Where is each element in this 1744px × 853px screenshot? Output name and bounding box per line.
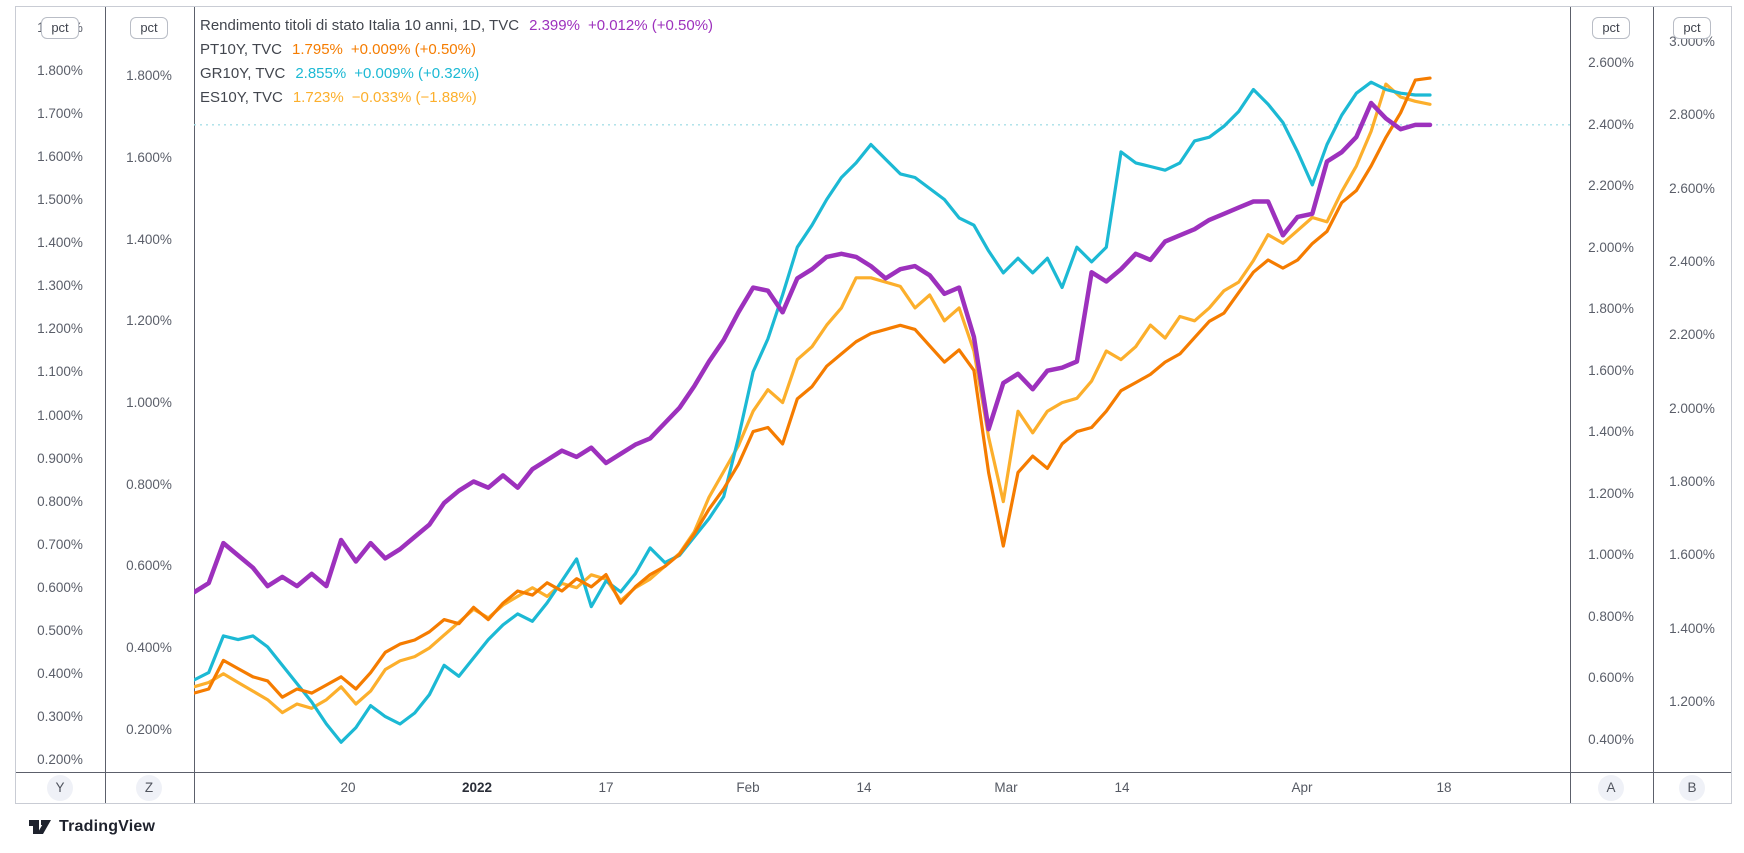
axis-separator <box>1653 7 1654 803</box>
price-tick-a: 0.600% <box>1588 670 1634 686</box>
legend-row-es10y[interactable]: ES10Y, TVC 1.723% −0.033% (−1.88%) <box>200 86 713 110</box>
price-tick-y: 1.000% <box>37 407 83 423</box>
price-tick-a: 2.200% <box>1588 178 1634 194</box>
legend-row-pt10y[interactable]: PT10Y, TVC 1.795% +0.009% (+0.50%) <box>200 38 713 62</box>
scale-button-z[interactable]: Z <box>136 775 162 801</box>
time-tick-mar: Mar <box>994 780 1018 795</box>
unit-badge-b[interactable]: pct <box>1673 17 1711 39</box>
unit-badge-a[interactable]: pct <box>1592 17 1630 39</box>
price-tick-y: 1.300% <box>37 278 83 294</box>
price-tick-b: 2.000% <box>1669 400 1715 416</box>
scale-button-a[interactable]: A <box>1598 775 1624 801</box>
legend-change-es10y: −0.033% (−1.88%) <box>351 89 477 106</box>
price-tick-a: 2.600% <box>1588 55 1634 70</box>
legend-value-es10y: 1.723% <box>292 89 344 106</box>
axis-separator <box>105 7 106 803</box>
price-tick-y: 1.500% <box>37 192 83 208</box>
price-tick-b: 1.400% <box>1669 620 1715 636</box>
price-tick-b: 1.200% <box>1669 693 1715 709</box>
price-tick-a: 1.200% <box>1588 485 1634 501</box>
time-tick-apr: Apr <box>1291 780 1313 795</box>
series-line-gr10y[interactable] <box>194 80 1432 744</box>
price-tick-a: 0.800% <box>1588 608 1634 624</box>
unit-badge-y[interactable]: pct <box>41 17 79 39</box>
tradingview-logo-icon <box>29 820 51 834</box>
price-chart-canvas[interactable] <box>194 7 1570 772</box>
price-tick-y: 1.100% <box>37 364 83 380</box>
price-tick-b: 1.800% <box>1669 473 1715 489</box>
price-tick-y: 0.800% <box>37 493 83 509</box>
legend-value-it10y: 2.399% <box>529 17 580 34</box>
price-tick-y: 1.800% <box>37 63 83 79</box>
price-tick-z: 0.600% <box>126 558 172 574</box>
price-tick-a: 2.000% <box>1588 239 1634 255</box>
price-tick-a: 1.000% <box>1588 547 1634 563</box>
price-tick-y: 0.400% <box>37 665 83 681</box>
price-tick-z: 1.000% <box>126 394 172 410</box>
series-line-pt10y[interactable] <box>194 76 1432 699</box>
time-tick-feb: Feb <box>736 780 760 795</box>
tradingview-logo[interactable]: TradingView <box>28 816 155 838</box>
price-tick-y: 0.700% <box>37 536 83 552</box>
price-tick-b: 2.600% <box>1669 180 1715 196</box>
price-tick-z: 1.800% <box>126 68 172 84</box>
price-tick-y: 0.300% <box>37 708 83 724</box>
price-tick-b: 2.800% <box>1669 107 1715 123</box>
price-tick-y: 1.600% <box>37 149 83 165</box>
time-tick-14: 14 <box>1114 780 1130 795</box>
chart-container: Rendimento titoli di stato Italia 10 ann… <box>15 6 1732 804</box>
price-tick-z: 1.400% <box>126 231 172 247</box>
price-tick-a: 2.400% <box>1588 116 1634 132</box>
tradingview-logo-text: TradingView <box>59 818 156 835</box>
time-tick-14: 14 <box>856 780 872 795</box>
legend-value-gr10y: 2.855% <box>295 65 347 82</box>
legend: Rendimento titoli di stato Italia 10 ann… <box>200 14 713 110</box>
legend-row-main[interactable]: Rendimento titoli di stato Italia 10 ann… <box>200 14 713 38</box>
legend-symbol-es10y: ES10Y, TVC <box>200 89 283 106</box>
axis-separator <box>194 7 195 803</box>
price-tick-b: 1.600% <box>1669 547 1715 563</box>
price-tick-z: 0.800% <box>126 476 172 492</box>
price-tick-y: 1.400% <box>37 235 83 251</box>
price-tick-y: 0.900% <box>37 450 83 466</box>
price-tick-y: 0.500% <box>37 622 83 638</box>
price-tick-z: 0.200% <box>126 721 172 737</box>
axis-separator <box>1570 7 1571 803</box>
price-tick-z: 0.400% <box>126 640 172 656</box>
series-line-es10y[interactable] <box>194 82 1432 715</box>
price-tick-y: 0.200% <box>37 751 83 767</box>
price-tick-a: 1.800% <box>1588 301 1634 317</box>
price-tick-y: 1.700% <box>37 106 83 122</box>
price-tick-b: 2.200% <box>1669 327 1715 343</box>
price-tick-y: 0.600% <box>37 579 83 595</box>
scale-button-y[interactable]: Y <box>47 775 73 801</box>
time-tick-20: 20 <box>340 780 356 795</box>
legend-row-gr10y[interactable]: GR10Y, TVC 2.855% +0.009% (+0.32%) <box>200 62 713 86</box>
price-tick-z: 1.600% <box>126 149 172 165</box>
legend-change-it10y: +0.012% (+0.50%) <box>587 17 714 34</box>
price-tick-a: 0.400% <box>1588 731 1634 747</box>
price-tick-b: 2.400% <box>1669 253 1715 269</box>
legend-symbol-gr10y: GR10Y, TVC <box>200 65 286 82</box>
legend-change-pt10y: +0.009% (+0.50%) <box>350 41 476 58</box>
scale-button-b[interactable]: B <box>1679 775 1705 801</box>
unit-badge-z[interactable]: pct <box>130 17 168 39</box>
price-tick-a: 1.400% <box>1588 424 1634 440</box>
series-line-rendimento-titoli-di-stato-italia-10-anni[interactable] <box>194 100 1433 595</box>
price-tick-y: 1.200% <box>37 321 83 337</box>
legend-change-gr10y: +0.009% (+0.32%) <box>354 65 480 82</box>
time-tick-17: 17 <box>598 780 614 795</box>
time-tick-18: 18 <box>1436 780 1452 795</box>
price-tick-a: 1.600% <box>1588 362 1634 378</box>
legend-symbol-pt10y: PT10Y, TVC <box>200 41 282 58</box>
legend-value-pt10y: 1.795% <box>292 41 343 58</box>
time-tick-2022: 2022 <box>461 780 493 795</box>
legend-symbol-it10y: Rendimento titoli di stato Italia 10 ann… <box>200 17 520 34</box>
price-tick-z: 1.200% <box>126 313 172 329</box>
time-axis-separator <box>16 772 1731 773</box>
